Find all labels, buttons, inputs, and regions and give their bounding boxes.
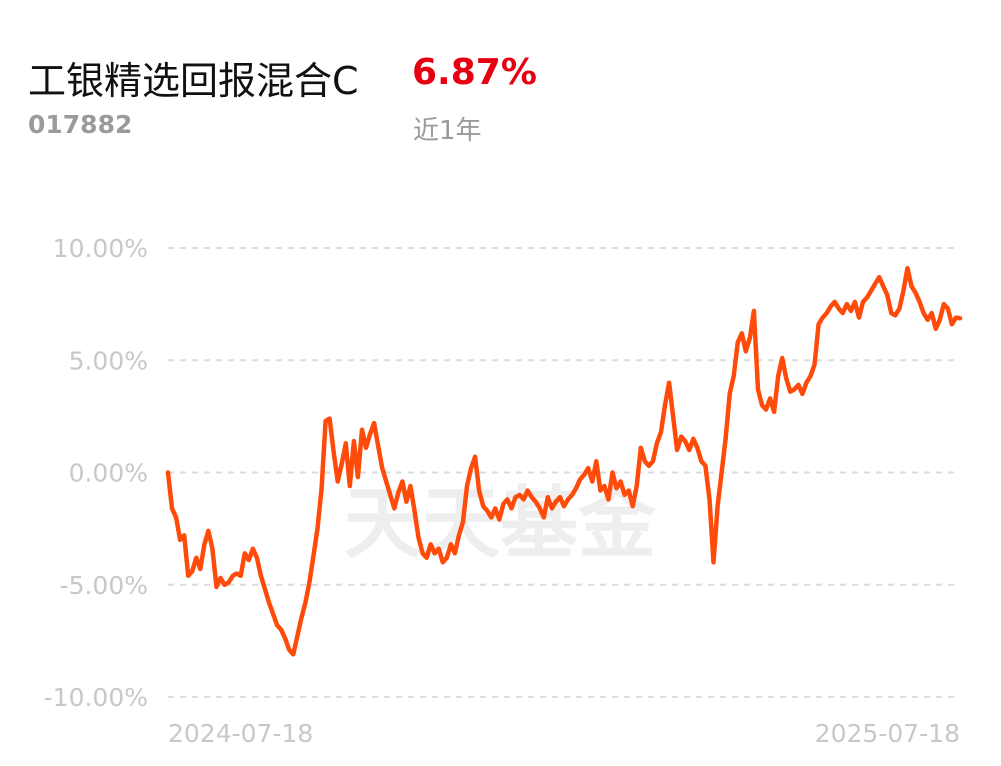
y-tick-label: -10.00% — [44, 683, 148, 712]
y-tick-label: 0.00% — [69, 459, 148, 488]
series-layer — [165, 265, 963, 657]
x-tick-label: 2025-07-18 — [815, 719, 960, 748]
return-series-line — [165, 265, 963, 657]
y-axis-ticks: 10.00% 5.00% 0.00% -5.00% -10.00% — [44, 234, 148, 712]
fund-name: 工银精选回报混合C — [28, 59, 359, 103]
grid-lines — [168, 247, 960, 698]
x-tick-label: 2024-07-18 — [168, 719, 313, 748]
return-value: 6.87% — [412, 52, 537, 93]
fund-code: 017882 — [28, 110, 133, 139]
y-tick-label: 5.00% — [69, 346, 148, 375]
return-period-label: 近1年 — [413, 116, 482, 146]
y-tick-label: 10.00% — [53, 234, 148, 263]
x-axis-ticks: 2024-07-18 2025-07-18 — [168, 719, 960, 748]
y-tick-label: -5.00% — [60, 571, 148, 600]
